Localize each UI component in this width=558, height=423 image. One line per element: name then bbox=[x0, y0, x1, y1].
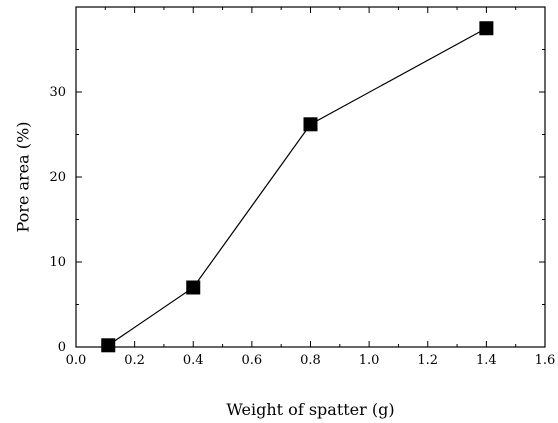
x-tick-label: 1.6 bbox=[535, 353, 556, 368]
x-tick-label: 1.4 bbox=[476, 353, 497, 368]
x-tick-label: 0.6 bbox=[242, 353, 263, 368]
data-point-marker bbox=[186, 280, 201, 295]
axes bbox=[75, 6, 546, 348]
y-axis-title: Pore area (%) bbox=[14, 122, 33, 233]
y-tick-label: 0 bbox=[58, 340, 66, 355]
labels-layer: Weight of spatter (g) Pore area (%) 0.0 0… bbox=[14, 85, 556, 419]
x-tick-label: 1.0 bbox=[359, 353, 380, 368]
plot-frame bbox=[75, 6, 546, 348]
data-point-marker bbox=[303, 117, 318, 132]
y-tick-label: 20 bbox=[49, 170, 66, 185]
data-point-marker bbox=[479, 21, 494, 36]
x-tick-label: 1.2 bbox=[417, 353, 438, 368]
x-tick-label: 0.4 bbox=[183, 353, 204, 368]
series-layer bbox=[101, 21, 494, 353]
y-tick-label: 30 bbox=[49, 85, 66, 100]
x-tick-label: 0.0 bbox=[66, 353, 87, 368]
y-tick-label: 10 bbox=[49, 255, 66, 270]
data-point-marker bbox=[101, 338, 116, 353]
x-tick-label: 0.8 bbox=[300, 353, 321, 368]
x-tick-label: 0.2 bbox=[124, 353, 145, 368]
x-axis-title: Weight of spatter (g) bbox=[226, 400, 394, 419]
series-line bbox=[107, 27, 487, 346]
